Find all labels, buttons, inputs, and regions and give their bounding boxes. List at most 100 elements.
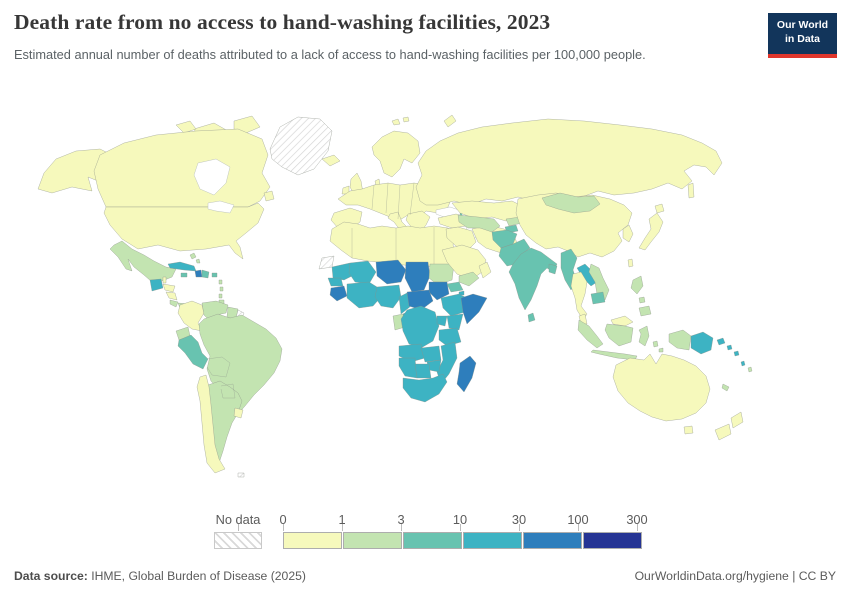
country-uruguay[interactable]	[233, 407, 244, 419]
legend-bin-4[interactable]	[523, 532, 582, 549]
country-mongolia[interactable]	[541, 192, 601, 214]
country-nigeria[interactable]	[374, 284, 402, 309]
country-india[interactable]	[508, 247, 558, 311]
country-bangladesh[interactable]	[548, 263, 558, 275]
country-newfoundland[interactable]	[263, 190, 275, 202]
novaya-zemlya[interactable]	[443, 114, 457, 128]
country-usa[interactable]	[103, 202, 265, 260]
country-eritrea[interactable]	[446, 281, 464, 293]
country-madagascar[interactable]	[456, 355, 477, 393]
legend-bin-0[interactable]	[283, 532, 342, 549]
country-vietnam[interactable]	[588, 263, 610, 301]
country-australia[interactable]	[612, 353, 711, 422]
maluku-islands[interactable]	[658, 347, 664, 353]
country-zambia[interactable]	[420, 345, 442, 363]
falkland-islands[interactable]	[237, 472, 245, 478]
country-dominican-republic[interactable]	[201, 269, 210, 279]
vanuatu[interactable]	[740, 360, 746, 367]
solomon-islands[interactable]	[726, 344, 733, 351]
country-costa-rica[interactable]	[169, 299, 179, 308]
country-peru[interactable]	[177, 334, 209, 370]
country-kalimantan[interactable]	[604, 323, 634, 347]
country-malaysia-borneo[interactable]	[610, 315, 634, 327]
country-dr-congo[interactable]	[400, 305, 440, 349]
country-hokkaido[interactable]	[654, 203, 665, 214]
fiji[interactable]	[747, 366, 753, 373]
country-honduras[interactable]	[162, 283, 176, 293]
country-chad[interactable]	[404, 261, 431, 293]
no-data-swatch[interactable]	[214, 532, 262, 549]
country-taiwan[interactable]	[627, 258, 634, 268]
owid-link[interactable]: OurWorldinData.org/hygiene | CC BY	[634, 569, 836, 583]
country-japan[interactable]	[638, 212, 664, 251]
svalbard[interactable]	[391, 118, 401, 126]
lesser-antilles[interactable]	[219, 286, 224, 292]
svalbard[interactable]	[402, 116, 410, 123]
country-oman[interactable]	[478, 261, 492, 279]
country-angola[interactable]	[398, 343, 426, 363]
sakhalin[interactable]	[687, 182, 695, 199]
country-sumatra[interactable]	[577, 319, 604, 349]
legend-bin-1[interactable]	[343, 532, 402, 549]
country-yemen[interactable]	[458, 271, 480, 287]
country-somalia[interactable]	[460, 293, 488, 325]
country-canada[interactable]	[93, 128, 271, 208]
legend-bin-3[interactable]	[463, 532, 522, 549]
country-central-african-republic[interactable]	[406, 289, 434, 311]
country-namibia[interactable]	[398, 357, 418, 379]
new-caledonia[interactable]	[721, 383, 730, 392]
maluku-islands[interactable]	[652, 340, 659, 348]
country-puerto-rico[interactable]	[211, 272, 218, 278]
country-haiti[interactable]	[194, 269, 203, 278]
lesser-antilles[interactable]	[218, 279, 223, 285]
country-senegal[interactable]	[327, 277, 344, 287]
country-sulawesi[interactable]	[638, 325, 650, 347]
country-iceland[interactable]	[321, 154, 341, 167]
country-botswana[interactable]	[414, 363, 432, 379]
country-philippines-mindanao[interactable]	[638, 305, 652, 317]
legend-bin-5[interactable]	[583, 532, 642, 549]
country-west-africa-coast[interactable]	[346, 281, 382, 309]
country-bahamas[interactable]	[189, 252, 197, 260]
country-mali[interactable]	[348, 260, 377, 285]
country-korea[interactable]	[622, 224, 634, 243]
country-west-papua[interactable]	[668, 329, 692, 351]
country-tasmania[interactable]	[683, 425, 694, 435]
owid-logo[interactable]: Our World in Data	[768, 13, 837, 58]
country-scandinavia[interactable]	[371, 130, 421, 178]
country-canada-arctic[interactable]	[175, 120, 197, 134]
country-philippines-luzon[interactable]	[630, 275, 644, 295]
country-kenya[interactable]	[446, 313, 464, 331]
country-chile[interactable]	[196, 374, 226, 474]
country-nicaragua[interactable]	[165, 291, 178, 301]
country-guinea[interactable]	[329, 285, 348, 302]
country-china[interactable]	[515, 192, 633, 258]
country-sudan[interactable]	[428, 263, 455, 283]
country-north-africa[interactable]	[329, 221, 458, 268]
country-cambodia[interactable]	[590, 291, 606, 305]
country-belize[interactable]	[162, 276, 167, 284]
country-russia[interactable]	[415, 118, 723, 206]
country-new-zealand-south[interactable]	[714, 423, 732, 441]
country-jamaica[interactable]	[180, 272, 188, 278]
country-greenland[interactable]	[269, 116, 333, 176]
country-brazil[interactable]	[198, 313, 283, 419]
country-south-africa[interactable]	[402, 373, 448, 403]
new-britain[interactable]	[716, 337, 726, 346]
lesser-antilles[interactable]	[218, 293, 223, 299]
country-uganda[interactable]	[436, 315, 448, 327]
country-papua-new-guinea[interactable]	[690, 331, 714, 355]
legend-bin-2[interactable]	[403, 532, 462, 549]
country-western-sahara[interactable]	[318, 255, 335, 270]
country-bahamas[interactable]	[195, 258, 201, 264]
country-thailand[interactable]	[570, 271, 588, 321]
country-new-zealand-north[interactable]	[730, 411, 744, 429]
country-guatemala[interactable]	[149, 278, 164, 292]
country-venezuela[interactable]	[201, 300, 229, 322]
country-sri-lanka[interactable]	[527, 312, 536, 323]
country-levant-iraq[interactable]	[445, 226, 477, 251]
country-canada-arctic[interactable]	[233, 115, 261, 134]
solomon-islands[interactable]	[733, 350, 740, 357]
country-niger[interactable]	[375, 259, 407, 285]
country-philippines-visayas[interactable]	[638, 296, 646, 304]
